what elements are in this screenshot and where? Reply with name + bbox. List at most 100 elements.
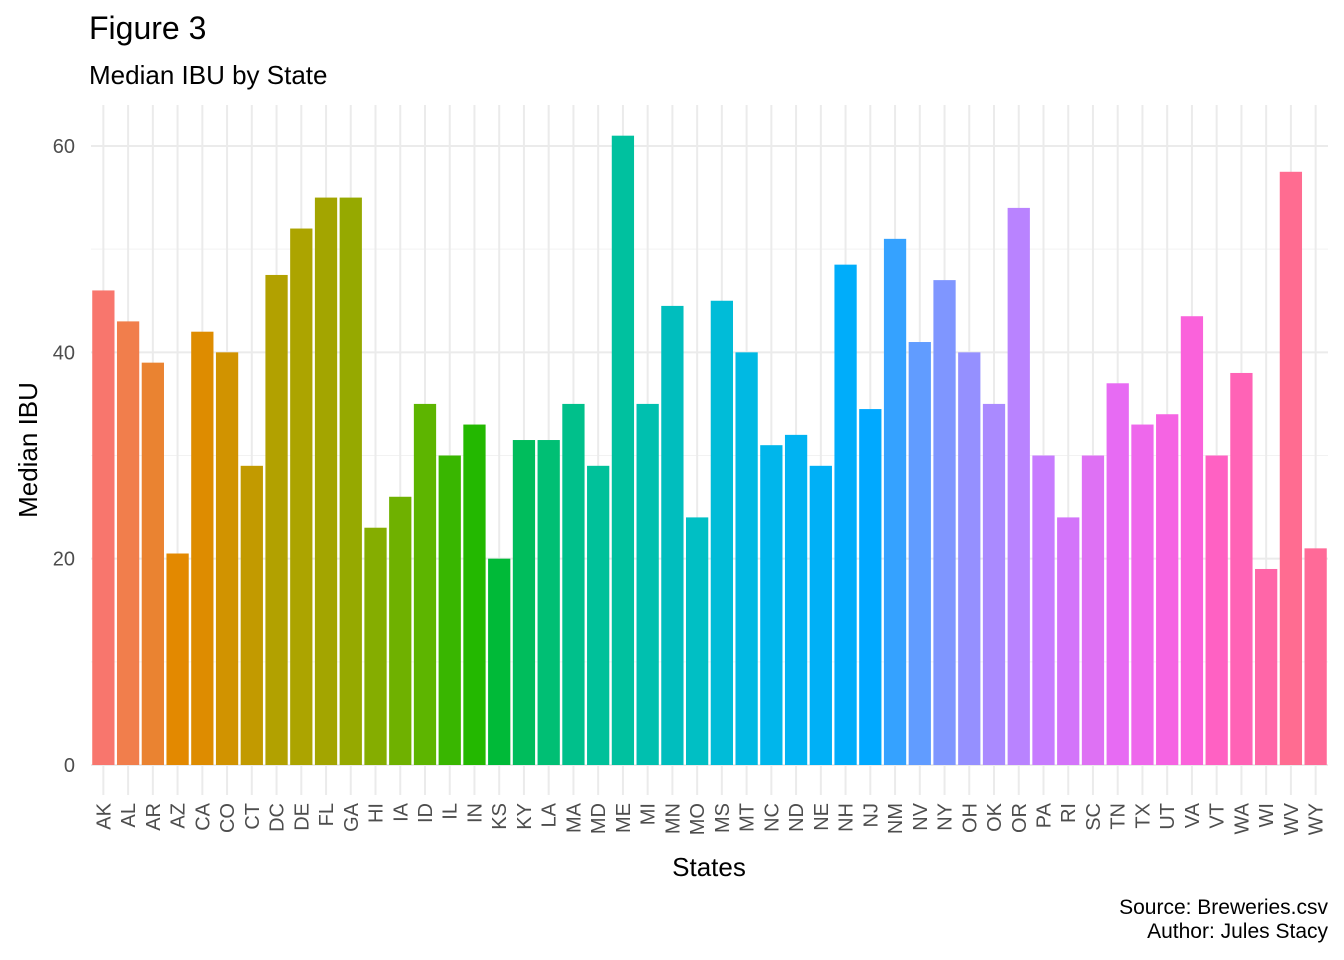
bar-de xyxy=(290,228,313,766)
x-tick-label: PA xyxy=(1033,802,1055,828)
x-tick-label: NM xyxy=(885,803,907,834)
bar-mt xyxy=(735,352,758,765)
x-tick-label: KY xyxy=(514,803,536,830)
x-tick-label: NC xyxy=(761,803,783,832)
bar-fl xyxy=(314,197,338,766)
x-tick-label: WA xyxy=(1231,802,1253,834)
x-tick-label: KS xyxy=(489,803,511,830)
x-tick-label: NE xyxy=(811,803,833,831)
bar-ri xyxy=(1057,517,1080,765)
caption-author: Author: Jules Stacy xyxy=(1147,920,1328,943)
x-tick-label: TX xyxy=(1132,803,1154,829)
x-tick-label: IL xyxy=(440,803,462,820)
bar-nv xyxy=(908,342,931,765)
y-tick-label: 40 xyxy=(53,342,75,364)
x-tick-label: VT xyxy=(1207,803,1229,829)
caption: Source: Breweries.csv Author: Jules Stac… xyxy=(1119,896,1328,944)
x-tick-label: CA xyxy=(192,802,214,830)
bar-il xyxy=(438,455,461,765)
bars xyxy=(92,135,1327,766)
x-tick-label: DE xyxy=(291,803,313,831)
x-tick-label: HI xyxy=(366,803,388,823)
bar-mo xyxy=(685,517,709,765)
x-tick-label: IA xyxy=(390,802,412,822)
y-axis-label: Median IBU xyxy=(13,382,43,518)
bar-in xyxy=(463,424,486,765)
bar-ca xyxy=(191,331,214,765)
x-axis-ticks: AK AL AR AZ CA CO CT DC DE FL GA HI IA ID IL IN KS KY LA MA… xyxy=(93,802,1327,835)
x-tick-label: CO xyxy=(217,803,239,833)
x-tick-label: WV xyxy=(1281,802,1303,835)
bar-ks xyxy=(488,558,511,765)
x-tick-label: MT xyxy=(737,803,759,832)
x-tick-label: RI xyxy=(1058,803,1080,823)
x-tick-label: CT xyxy=(242,803,264,830)
bar-id xyxy=(413,403,437,765)
x-tick-label: NH xyxy=(836,803,858,832)
x-tick-label: NV xyxy=(910,802,932,830)
bar-ar xyxy=(141,362,164,765)
bar-dc xyxy=(265,274,288,765)
x-tick-label: AR xyxy=(143,803,165,831)
bar-nc xyxy=(760,445,783,765)
bar-az xyxy=(166,553,189,765)
x-tick-label: AK xyxy=(93,802,115,829)
x-tick-label: WY xyxy=(1306,803,1328,835)
bar-wi xyxy=(1255,568,1278,765)
x-tick-label: MD xyxy=(588,803,610,834)
bar-la xyxy=(537,440,560,765)
bar-ok xyxy=(982,403,1006,765)
bar-ct xyxy=(240,465,263,765)
x-tick-label: ID xyxy=(415,803,437,823)
x-tick-label: ND xyxy=(786,803,808,832)
bar-ky xyxy=(512,440,536,765)
x-tick-label: OH xyxy=(959,803,981,833)
bar-ma xyxy=(562,403,585,765)
bar-mn xyxy=(661,305,684,765)
bar-ut xyxy=(1156,414,1179,765)
bar-al xyxy=(116,321,140,765)
x-tick-label: MA xyxy=(563,802,585,833)
bar-ia xyxy=(389,496,412,765)
x-tick-label: AL xyxy=(118,803,140,827)
x-tick-label: IN xyxy=(464,803,486,823)
bar-ny xyxy=(933,280,956,765)
x-tick-label: MO xyxy=(687,803,709,835)
chart-subtitle: Median IBU by State xyxy=(89,60,328,90)
x-tick-label: AZ xyxy=(168,803,190,829)
bar-ga xyxy=(339,197,362,766)
x-tick-label: MS xyxy=(712,803,734,833)
bar-md xyxy=(587,465,610,765)
bar-va xyxy=(1180,316,1204,765)
x-tick-label: MN xyxy=(662,803,684,834)
x-tick-label: GA xyxy=(341,802,363,832)
bar-co xyxy=(215,352,239,765)
x-tick-label: ME xyxy=(613,803,635,833)
x-tick-label: OR xyxy=(1009,803,1031,833)
bar-vt xyxy=(1205,455,1228,765)
x-tick-label: SC xyxy=(1083,803,1105,831)
bar-sc xyxy=(1081,455,1105,765)
x-tick-label: DC xyxy=(267,803,289,832)
x-tick-label: UT xyxy=(1157,803,1179,830)
bar-tx xyxy=(1131,424,1154,765)
bar-pa xyxy=(1032,455,1055,765)
x-tick-label: NY xyxy=(935,803,957,831)
x-tick-label: OK xyxy=(984,802,1006,832)
x-tick-label: FL xyxy=(316,803,338,826)
y-tick-label: 60 xyxy=(53,136,75,158)
x-tick-label: WI xyxy=(1256,803,1278,827)
bar-nj xyxy=(859,409,882,765)
bar-nm xyxy=(883,238,907,766)
x-tick-label: NJ xyxy=(860,803,882,827)
y-tick-label: 20 xyxy=(53,549,75,571)
y-tick-label: 0 xyxy=(64,755,75,777)
bar-nh xyxy=(834,264,857,765)
bar-wa xyxy=(1230,372,1253,765)
bar-ms xyxy=(710,300,734,765)
x-axis-label: States xyxy=(672,852,746,882)
bar-oh xyxy=(958,352,981,765)
x-tick-label: VA xyxy=(1182,802,1204,828)
bar-nd xyxy=(784,434,808,765)
